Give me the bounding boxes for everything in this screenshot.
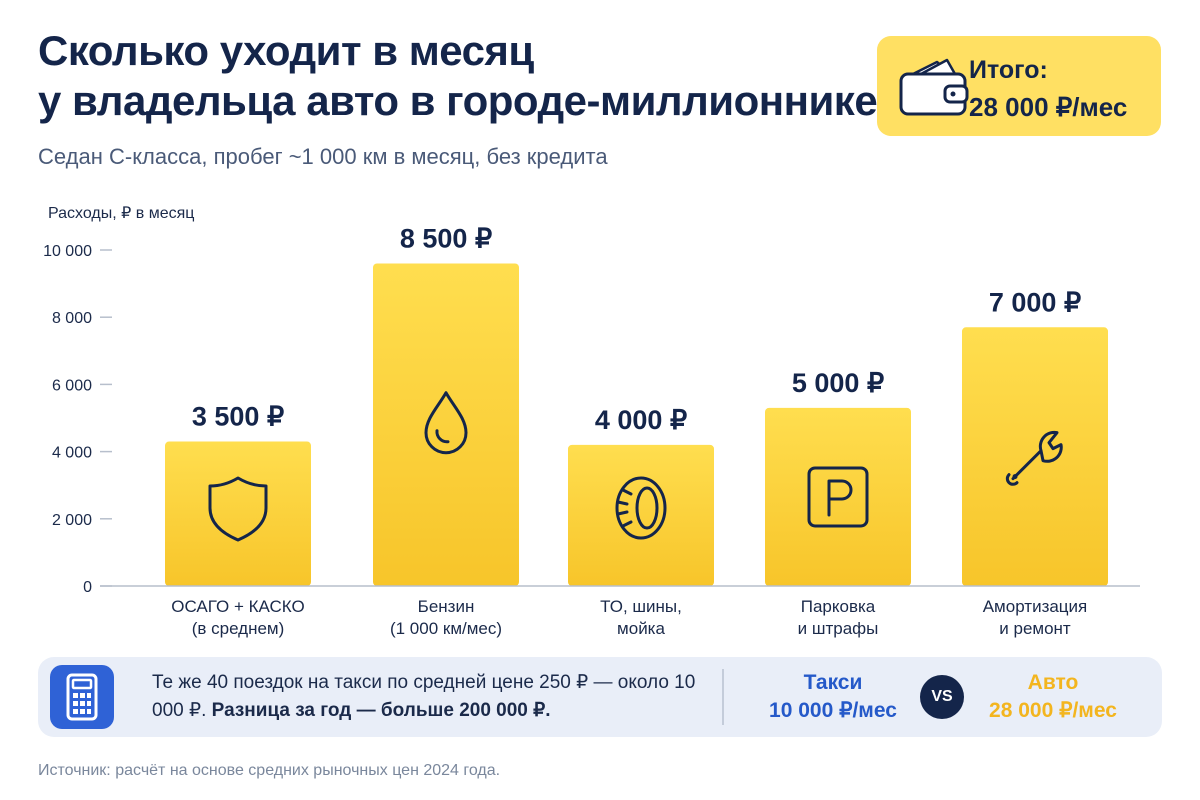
bar-value-label: 7 000 ₽ xyxy=(989,287,1081,317)
bar-value-label: 8 500 ₽ xyxy=(400,223,492,253)
total-value: 28 000 ₽/мес xyxy=(969,92,1128,122)
bar xyxy=(765,407,911,586)
y-tick-label: 2 000 xyxy=(52,512,92,529)
y-tick-label: 4 000 xyxy=(52,445,92,462)
y-axis-label: Расходы, ₽ в месяц xyxy=(48,205,194,222)
y-axis-ticks: 0 2 000 4 000 6 000 8 000 10 000 xyxy=(43,243,112,596)
shield-icon xyxy=(208,476,268,542)
total-card: Итого: 28 000 ₽/мес xyxy=(877,36,1161,136)
x-tick-label: Парковка xyxy=(801,597,876,616)
taxi-label: Такси xyxy=(803,671,863,694)
taxi-cost: Такси 10 000 ₽/мес xyxy=(758,669,908,725)
x-tick-label: (1 000 км/мес) xyxy=(390,619,502,638)
bar-value-label: 5 000 ₽ xyxy=(792,368,884,398)
x-tick-label: Бензин xyxy=(418,597,475,616)
parking-icon xyxy=(807,466,869,528)
total-label: Итого: xyxy=(969,56,1048,84)
x-tick-label: и ремонт xyxy=(999,619,1071,638)
auto-value: 28 000 ₽/мес xyxy=(989,699,1117,722)
page-title: Сколько уходит в месяц у владельца авто … xyxy=(38,26,878,126)
bar xyxy=(373,263,519,586)
bars xyxy=(165,263,1108,586)
auto-label: Авто xyxy=(1027,671,1079,694)
y-tick-label: 6 000 xyxy=(52,377,92,394)
comparison-text-bold: Разница за год — больше 200 000 ₽. xyxy=(211,700,551,721)
title-line-1: Сколько уходит в месяц xyxy=(38,27,534,74)
fuel-drop-icon xyxy=(424,391,468,455)
bar-value-label: 4 000 ₽ xyxy=(595,405,687,435)
calculator-icon xyxy=(50,665,114,729)
comparison-text: Те же 40 поездок на такси по средней цен… xyxy=(152,669,712,725)
y-tick-label: 10 000 xyxy=(43,243,92,260)
taxi-comparison-panel: Те же 40 поездок на такси по средней цен… xyxy=(38,657,1162,737)
x-tick-label: ТО, шины, xyxy=(600,597,682,616)
vs-badge: VS xyxy=(920,675,964,719)
y-tick-label: 0 xyxy=(83,579,92,596)
x-tick-label: и штрафы xyxy=(798,619,879,638)
title-line-2: у владельца авто в городе-миллионнике xyxy=(38,77,878,124)
value-labels: 3 500 ₽ 8 500 ₽ 4 000 ₽ 5 000 ₽ 7 000 ₽ xyxy=(192,223,1081,434)
subtitle: Седан С-класса, пробег ~1 000 км в месяц… xyxy=(38,144,608,169)
bar xyxy=(568,444,714,586)
y-tick-label: 8 000 xyxy=(52,310,92,327)
x-tick-label: ОСАГО + КАСКО xyxy=(171,597,304,616)
divider xyxy=(722,669,724,725)
x-axis-labels: ОСАГО + КАСКО (в среднем) Бензин (1 000 км/… xyxy=(171,597,1087,638)
bar xyxy=(165,441,311,586)
auto-cost: Авто 28 000 ₽/мес xyxy=(978,669,1128,725)
wrench-icon xyxy=(1005,430,1063,486)
tire-icon xyxy=(615,476,667,540)
bar-value-label: 3 500 ₽ xyxy=(192,402,284,432)
comparison-text-plain: Те же 40 поездок на такси по средней цен… xyxy=(152,672,696,721)
expenses-bar-chart: Расходы, ₽ в месяц 0 2 000 4 000 6 000 8 000… xyxy=(43,205,1140,638)
x-tick-label: мойка xyxy=(617,619,665,638)
x-tick-label: (в среднем) xyxy=(192,619,285,638)
source-note: Источник: расчёт на основе средних рыноч… xyxy=(38,762,501,779)
bar-icons xyxy=(208,391,1063,542)
wallet-icon xyxy=(899,58,969,116)
taxi-value: 10 000 ₽/мес xyxy=(769,699,897,722)
x-tick-label: Амортизация xyxy=(983,597,1088,616)
